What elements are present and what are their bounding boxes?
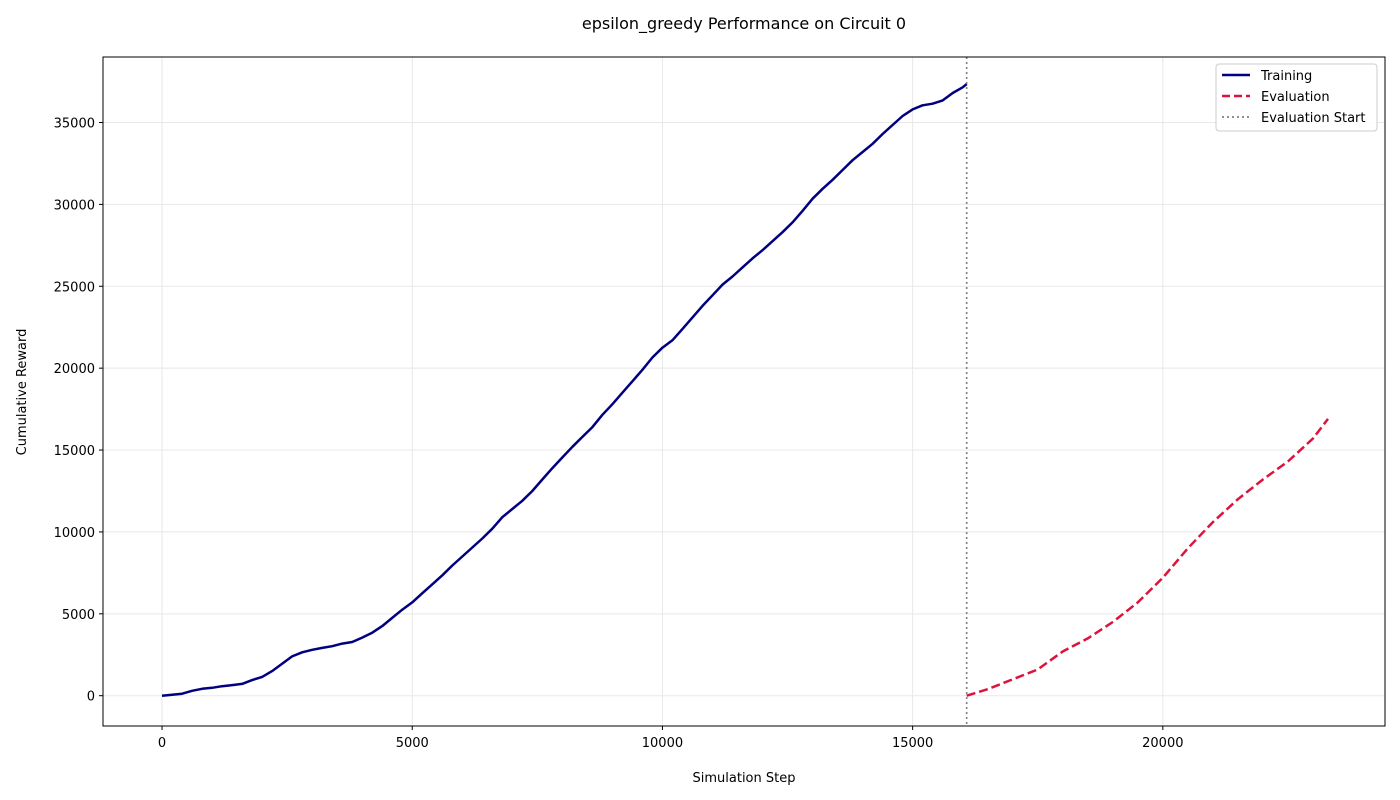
legend-label-training: Training bbox=[1260, 69, 1312, 84]
chart-title: epsilon_greedy Performance on Circuit 0 bbox=[582, 14, 906, 34]
series-line-training bbox=[161, 83, 968, 697]
y-tick-label: 35000 bbox=[54, 117, 95, 132]
x-tick-label: 15000 bbox=[892, 736, 933, 751]
y-tick-label: 20000 bbox=[54, 362, 95, 377]
y-tick-label: 30000 bbox=[54, 198, 95, 213]
plot-frame bbox=[102, 56, 1386, 727]
x-tick-label: 20000 bbox=[1142, 736, 1183, 751]
y-tick-label: 10000 bbox=[54, 526, 95, 541]
x-tick-label: 0 bbox=[158, 736, 166, 751]
x-tick-label: 10000 bbox=[642, 736, 683, 751]
y-tick-label: 0 bbox=[87, 690, 95, 705]
series-line-evaluation bbox=[966, 418, 1329, 697]
plot-lines bbox=[161, 57, 1329, 726]
legend-label-evaluation: Evaluation bbox=[1261, 90, 1330, 105]
ticks: 0 5000 10000 15000 20000 0 5000 10000 15000 20000… bbox=[54, 117, 1184, 751]
x-tick-label: 5000 bbox=[396, 736, 429, 751]
y-axis-title: Cumulative Reward bbox=[15, 329, 30, 456]
y-tick-label: 15000 bbox=[54, 444, 95, 459]
legend-label-evaluation-start: Evaluation Start bbox=[1261, 111, 1365, 126]
legend: Training Evaluation Evaluation Start bbox=[1215, 63, 1378, 132]
x-axis-title: Simulation Step bbox=[693, 771, 796, 786]
legend-box bbox=[1215, 63, 1378, 132]
grid bbox=[103, 57, 1385, 726]
y-tick-label: 5000 bbox=[62, 608, 95, 623]
y-tick-label: 25000 bbox=[54, 280, 95, 295]
